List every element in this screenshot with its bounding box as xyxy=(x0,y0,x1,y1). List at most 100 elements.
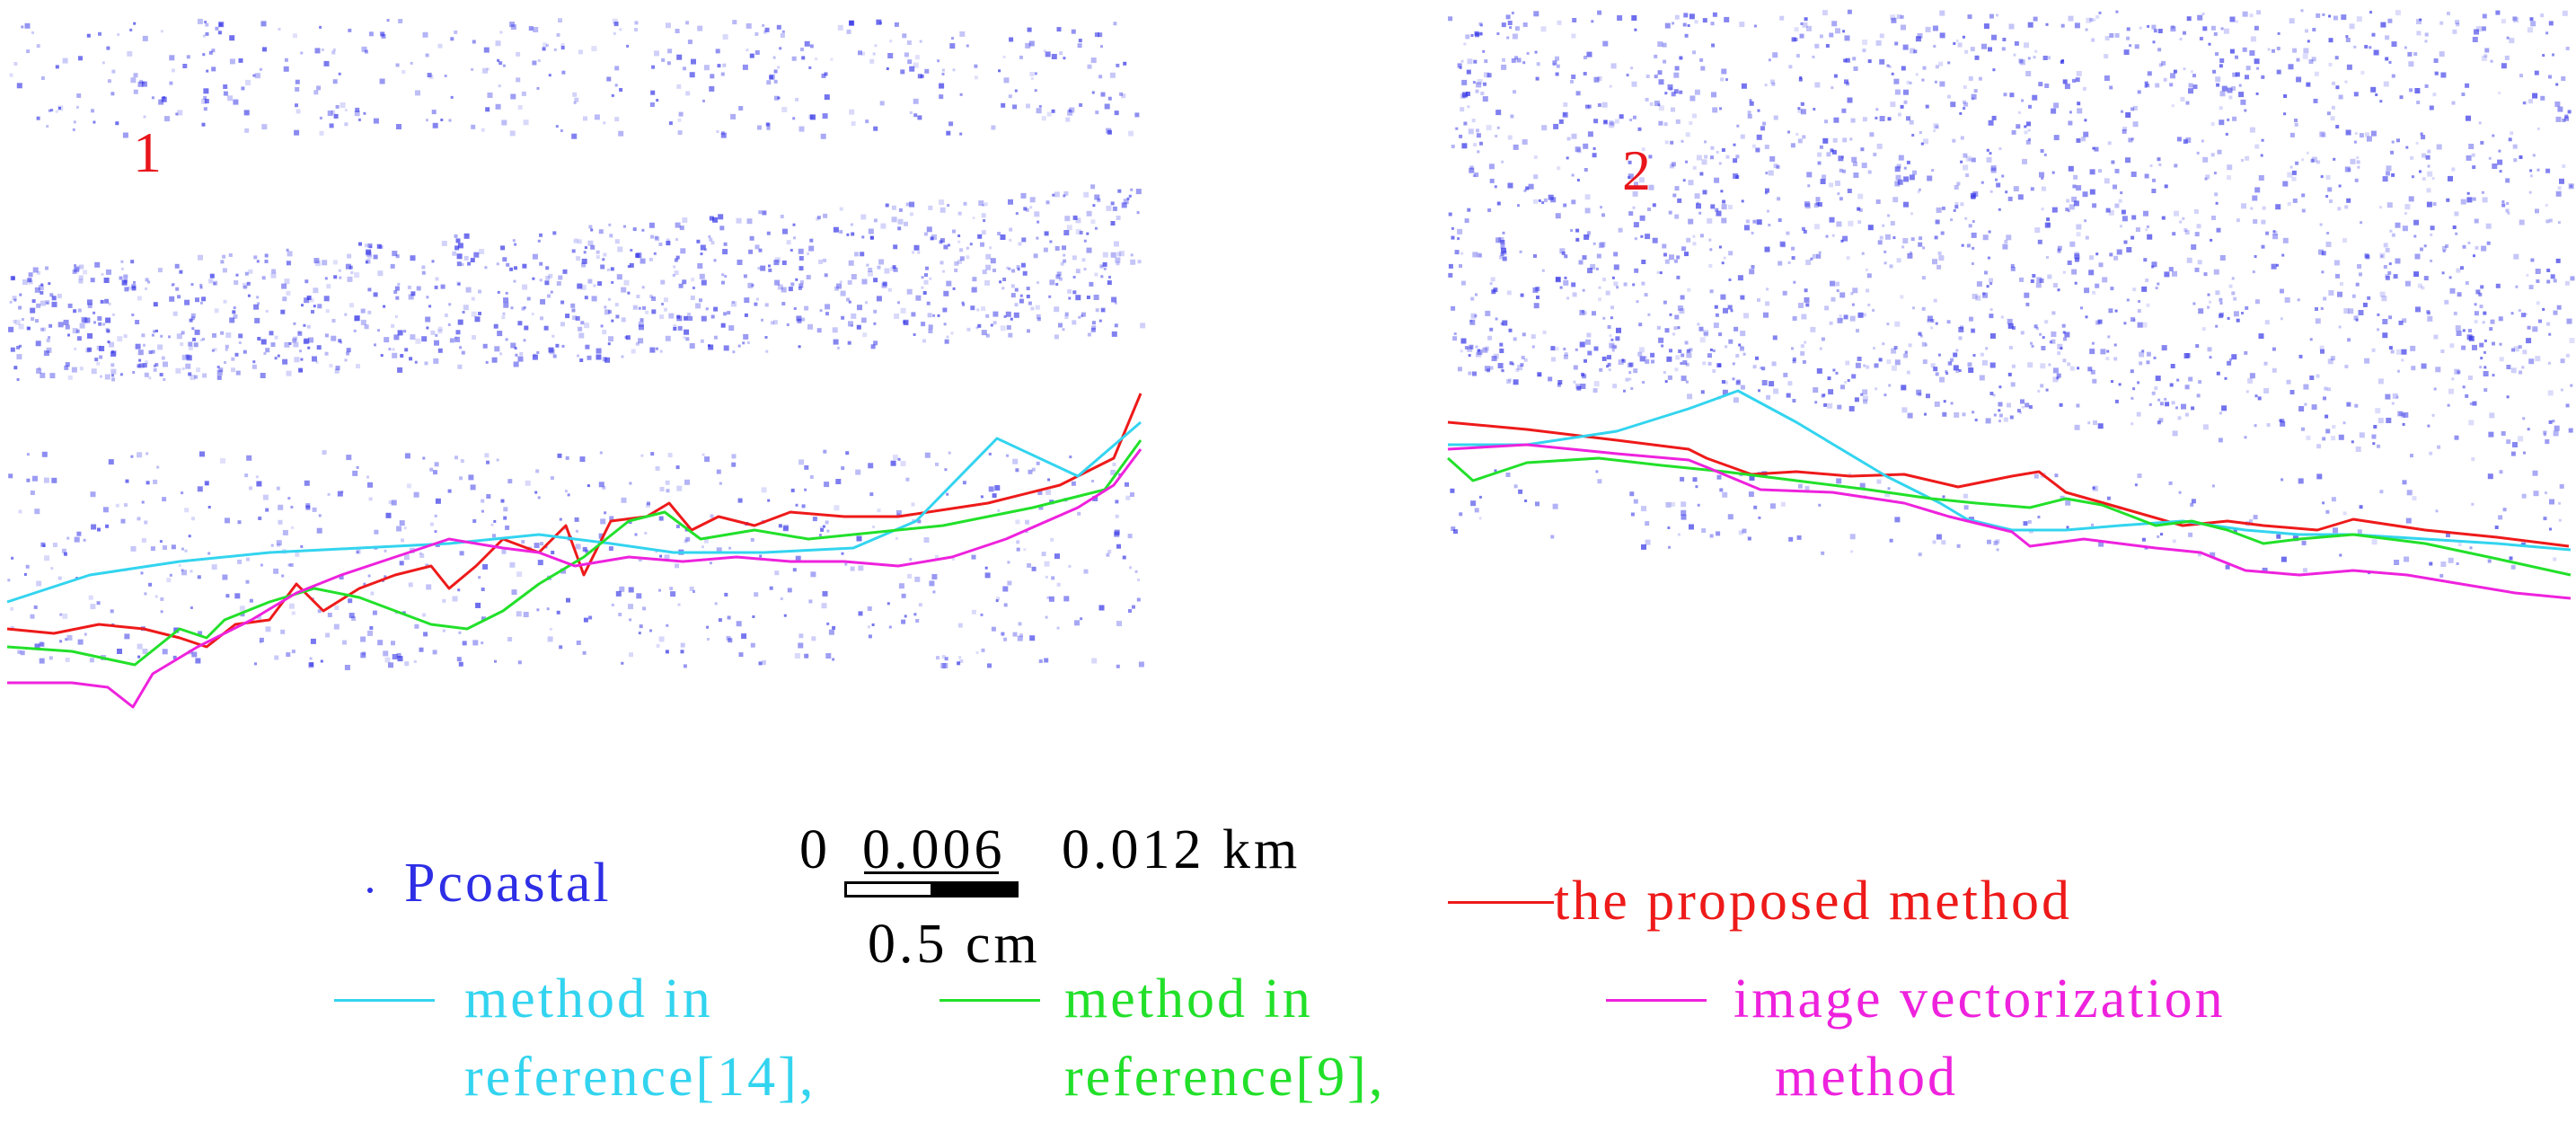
panel2-cloud-point xyxy=(1681,139,1684,143)
panel1-lower-point xyxy=(348,598,353,604)
panel1-band-point xyxy=(1136,211,1140,215)
panel2-cloud-point xyxy=(1648,184,1654,190)
panel1-lower-point xyxy=(835,479,842,484)
panel2-band-point xyxy=(2421,363,2427,369)
panel1-band-point xyxy=(971,287,977,293)
panel2-cloud-point xyxy=(2126,36,2130,40)
panel1-band-point xyxy=(856,324,861,330)
panel2-cloud-point xyxy=(1710,204,1716,209)
panel2-cloud-point xyxy=(1576,179,1580,181)
panel1-lower-point xyxy=(769,586,773,590)
panel2-cloud-point xyxy=(2423,276,2429,281)
panel1-band-point xyxy=(719,225,725,231)
panel1-cloud-point xyxy=(36,116,40,120)
panel1-band-point xyxy=(848,321,853,327)
panel2-cloud-point xyxy=(1673,72,1680,78)
panel2-cloud-point xyxy=(2358,310,2364,315)
panel2-cloud-point xyxy=(2066,199,2070,203)
panel1-cloud-point xyxy=(913,62,919,68)
panel2-cloud-point xyxy=(2003,93,2007,97)
panel2-cloud-point xyxy=(2005,190,2008,194)
panel1-lower-point xyxy=(404,453,410,459)
panel1-band-point xyxy=(977,234,983,239)
panel1-cloud-point xyxy=(516,51,521,57)
panel2-cloud-point xyxy=(2197,260,2202,265)
panel2-cloud-point xyxy=(2047,56,2051,60)
panel1-lower-point xyxy=(546,607,550,611)
panel2-cloud-point xyxy=(1883,250,1887,253)
panel2-cloud-point xyxy=(1613,281,1619,287)
panel2-lower-point xyxy=(2558,501,2561,505)
panel2-cloud-point xyxy=(1597,76,1602,81)
panel2-cloud-point xyxy=(1765,172,1769,175)
panel1-lower-point xyxy=(818,534,822,537)
panel2-cloud-point xyxy=(2034,49,2038,53)
panel1-band-point xyxy=(45,266,49,270)
panel2-cloud-point xyxy=(1939,81,1945,87)
panel1-cloud-point xyxy=(536,86,540,90)
panel2-cloud-point xyxy=(2306,82,2311,87)
panel1-band-point xyxy=(846,233,850,236)
panel2-cloud-point xyxy=(1720,294,1726,300)
panel1-band-point xyxy=(865,301,868,305)
panel2-cloud-point xyxy=(2316,13,2321,18)
panel2-cloud-point xyxy=(1514,26,1520,31)
panel2-cloud-point xyxy=(2199,37,2203,40)
panel1-band-point xyxy=(836,346,840,349)
panel2-cloud-point xyxy=(1671,92,1676,97)
panel2-cloud-point xyxy=(2378,206,2382,209)
panel2-lower-point xyxy=(2331,497,2336,502)
panel2-cloud-point xyxy=(1764,84,1768,87)
panel1-band-point xyxy=(897,226,902,231)
panel1-band-point xyxy=(67,333,70,337)
panel2-band-point xyxy=(2202,424,2209,430)
panel2-band-point xyxy=(1862,389,1868,395)
panel1-band-point xyxy=(521,306,525,311)
panel1-band-point xyxy=(816,328,822,333)
panel1-cloud-point xyxy=(386,19,390,22)
panel2-cloud-point xyxy=(2041,186,2046,191)
panel2-lower-point xyxy=(2502,508,2507,512)
panel1-cloud-point xyxy=(495,103,501,110)
panel2-cloud-point xyxy=(1852,57,1857,61)
panel2-cloud-point xyxy=(1601,213,1605,217)
panel2-cloud-point xyxy=(1833,117,1839,123)
panel1-cloud-point xyxy=(675,29,680,33)
panel2-cloud-point xyxy=(1534,50,1538,54)
panel2-cloud-point xyxy=(1875,108,1879,111)
panel1-band-point xyxy=(235,370,241,376)
panel1-cloud-point xyxy=(31,31,34,34)
panel2-cloud-point xyxy=(1791,246,1795,251)
panel2-cloud-point xyxy=(2063,337,2067,341)
panel1-band-point xyxy=(124,287,129,292)
panel1-cloud-point xyxy=(948,121,954,127)
panel2-cloud-point xyxy=(2235,20,2238,23)
panel2-cloud-point xyxy=(2432,93,2437,97)
panel1-cloud-point xyxy=(160,30,163,33)
panel1-cloud-point xyxy=(137,81,144,87)
panel2-cloud-point xyxy=(1989,190,1993,193)
panel1-lower-point xyxy=(110,609,114,614)
panel1-band-point xyxy=(312,356,317,362)
panel1-band-point xyxy=(120,267,124,270)
panel2-cloud-point xyxy=(1489,282,1493,286)
panel1-band-point xyxy=(522,263,527,269)
panel1-lower-point xyxy=(638,632,641,635)
panel2-band-point xyxy=(2155,376,2161,382)
panel2-cloud-point xyxy=(1860,147,1865,152)
panel1-band-point xyxy=(111,374,114,377)
panel2-band-point xyxy=(2506,395,2510,399)
panel2-cloud-point xyxy=(1935,125,1939,129)
panel2-cloud-point xyxy=(1520,293,1524,297)
panel1-lower-point xyxy=(385,512,392,518)
panel2-cloud-point xyxy=(2325,195,2329,198)
panel2-cloud-point xyxy=(1708,264,1713,268)
panel2-cloud-point xyxy=(1710,22,1715,26)
panel2-cloud-point xyxy=(1462,92,1469,98)
panel2-cloud-point xyxy=(2145,279,2149,282)
panel1-band-point xyxy=(982,270,987,275)
panel1-lower-point xyxy=(1071,481,1076,486)
panel2-lower-point xyxy=(2499,470,2503,474)
panel1-band-point xyxy=(615,314,620,319)
panel2-cloud-point xyxy=(1502,250,1507,255)
